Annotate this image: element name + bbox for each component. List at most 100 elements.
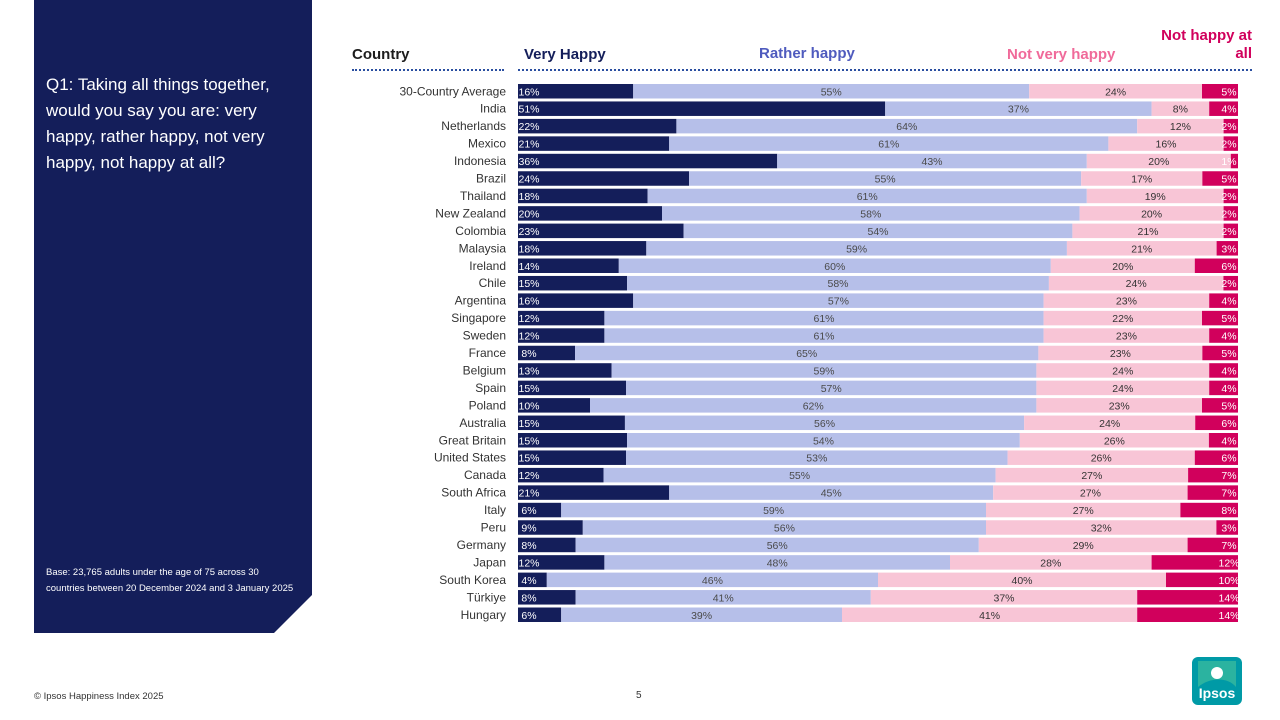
category-label: Ireland [469,259,506,273]
data-label-not-very-happy: 19% [1145,191,1166,203]
category-label: Canada [464,468,506,482]
bar-very-happy [518,433,628,448]
bar-rather-happy [611,363,1037,378]
bar-not-very-happy [1038,345,1203,361]
bar-rather-happy [647,188,1087,204]
data-label-not-happy-at-all: 12% [1218,557,1239,569]
data-label-not-very-happy: 16% [1155,139,1176,151]
bar-very-happy [518,293,634,308]
bar-very-happy [518,188,648,204]
bar-very-happy [518,171,690,186]
data-label-very-happy: 9% [521,523,536,535]
bar-very-happy [518,136,670,151]
bar-rather-happy [646,241,1067,256]
category-label: Peru [481,521,506,535]
bar-not-happy-at-all [1187,485,1238,500]
data-label-not-happy-at-all: 3% [1221,523,1236,535]
data-label-very-happy: 10% [518,400,539,412]
bar-very-happy [518,537,576,553]
data-label-not-happy-at-all: 7% [1221,470,1236,482]
base-note: Base: 23,765 adults under the age of 75 … [46,567,294,594]
data-label-not-very-happy: 26% [1104,435,1125,447]
bar-not-very-happy [978,537,1188,553]
data-label-not-very-happy: 23% [1109,400,1130,412]
data-label-not-very-happy: 20% [1112,261,1133,273]
bar-rather-happy [669,485,994,500]
data-label-rather-happy: 56% [767,540,788,552]
data-label-not-very-happy: 22% [1112,313,1133,325]
bar-rather-happy [676,118,1138,134]
data-label-not-happy-at-all: 4% [1221,104,1236,116]
category-label: South Africa [441,486,506,500]
category-label: India [480,102,506,116]
data-label-not-happy-at-all: 2% [1221,226,1236,238]
question-panel [34,0,312,633]
bar-very-happy [518,241,647,256]
category-label: Australia [459,416,506,430]
page-number: 5 [636,690,642,701]
data-label-not-very-happy: 24% [1112,383,1133,395]
data-label-rather-happy: 61% [878,139,899,151]
stacked-bar-chart: 30-Country Average 16% 55% 24% 5% India 51% 37%… [399,84,1240,622]
data-label-not-very-happy: 24% [1099,418,1120,430]
bar-not-happy-at-all [1230,153,1238,169]
data-label-rather-happy: 43% [921,156,942,168]
bar-very-happy [518,345,576,361]
bar-very-happy [518,258,619,273]
data-label-rather-happy: 41% [713,592,734,604]
data-label-rather-happy: 54% [813,435,834,447]
chart-divider [518,69,1252,71]
bar-not-very-happy [950,555,1152,570]
bar-very-happy [518,275,628,291]
bar-rather-happy [683,223,1073,239]
data-label-rather-happy: 39% [691,610,712,622]
data-label-very-happy: 15% [518,383,539,395]
data-label-very-happy: 12% [518,470,539,482]
footer-copyright: © Ipsos Happiness Index 2025 [34,691,164,702]
data-label-very-happy: 6% [521,505,536,517]
bar-rather-happy [627,275,1049,291]
data-label-rather-happy: 57% [821,383,842,395]
bar-rather-happy [624,415,1025,431]
bar-not-very-happy [1108,136,1224,151]
bar-not-happy-at-all [1188,467,1238,483]
bar-not-very-happy [1086,188,1224,204]
category-label: Brazil [476,172,506,186]
bar-not-very-happy [1024,415,1196,431]
data-label-very-happy: 15% [518,435,539,447]
bar-not-happy-at-all [1223,136,1238,151]
bar-rather-happy [604,310,1044,326]
bar-not-happy-at-all [1180,502,1238,518]
bar-very-happy [518,555,605,570]
data-label-very-happy: 18% [518,243,539,255]
bar-rather-happy [561,502,986,518]
bar-not-very-happy [1043,293,1210,308]
bar-not-happy-at-all [1223,275,1238,291]
bar-very-happy [518,450,626,465]
data-label-rather-happy: 65% [796,348,817,360]
bar-not-very-happy [870,590,1138,605]
data-label-not-very-happy: 28% [1040,557,1061,569]
data-label-not-very-happy: 20% [1141,208,1162,220]
data-label-not-very-happy: 23% [1110,348,1131,360]
bar-very-happy [518,84,634,99]
data-label-not-very-happy: 37% [993,592,1014,604]
category-label: Belgium [463,363,506,377]
bar-very-happy [518,398,590,413]
data-label-not-very-happy: 32% [1091,523,1112,535]
bar-not-very-happy [995,467,1189,483]
bar-very-happy [518,415,625,431]
country-divider [352,69,504,71]
data-label-not-very-happy: 8% [1173,104,1188,116]
data-label-rather-happy: 62% [803,400,824,412]
header-not-happy-at-all: Not happy at all [1161,27,1252,62]
data-label-very-happy: 16% [518,86,539,98]
bar-not-happy-at-all [1151,555,1238,570]
category-label: Poland [469,398,506,412]
data-label-rather-happy: 61% [813,313,834,325]
bar-not-very-happy [1043,310,1202,326]
category-label: Malaysia [459,241,507,255]
data-label-very-happy: 12% [518,313,539,325]
data-label-rather-happy: 55% [821,86,842,98]
bar-not-happy-at-all [1209,101,1238,116]
